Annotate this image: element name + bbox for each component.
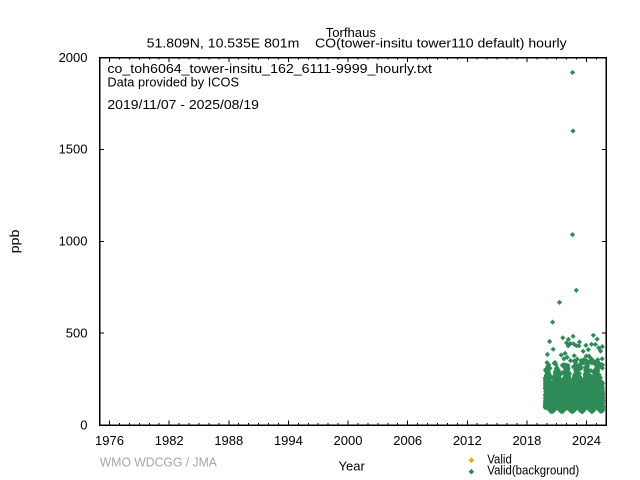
svg-text:2024: 2024: [572, 433, 601, 448]
svg-text:2006: 2006: [393, 433, 422, 448]
svg-text:1982: 1982: [155, 433, 184, 448]
svg-text:1976: 1976: [95, 433, 124, 448]
svg-text:Data provided by ICOS: Data provided by ICOS: [107, 75, 239, 90]
svg-text:1994: 1994: [274, 433, 303, 448]
svg-text:2000: 2000: [59, 50, 88, 65]
svg-text:2019/11/07 - 2025/08/19: 2019/11/07 - 2025/08/19: [107, 97, 259, 112]
svg-text:2018: 2018: [512, 433, 541, 448]
svg-text:2000: 2000: [334, 433, 363, 448]
svg-text:Valid: Valid: [487, 452, 512, 467]
svg-text:Valid(background): Valid(background): [487, 463, 579, 478]
svg-text:Year: Year: [339, 458, 366, 473]
svg-text:51.809N, 10.535E 801m CO(to: 51.809N, 10.535E 801m CO(tower-insitu to…: [147, 35, 568, 50]
svg-text:co_toh6064_tower-insitu_162_61: co_toh6064_tower-insitu_162_6111-9999_ho…: [107, 61, 432, 76]
svg-text:ppb: ppb: [7, 230, 22, 254]
svg-text:1000: 1000: [59, 234, 88, 249]
svg-text:0: 0: [80, 417, 87, 432]
svg-text:1988: 1988: [214, 433, 243, 448]
svg-text:2012: 2012: [453, 433, 482, 448]
svg-text:1500: 1500: [59, 142, 88, 157]
svg-text:WMO WDCGG / JMA: WMO WDCGG / JMA: [100, 454, 217, 469]
svg-text:Torfhaus: Torfhaus: [326, 25, 377, 40]
svg-text:500: 500: [66, 325, 88, 340]
